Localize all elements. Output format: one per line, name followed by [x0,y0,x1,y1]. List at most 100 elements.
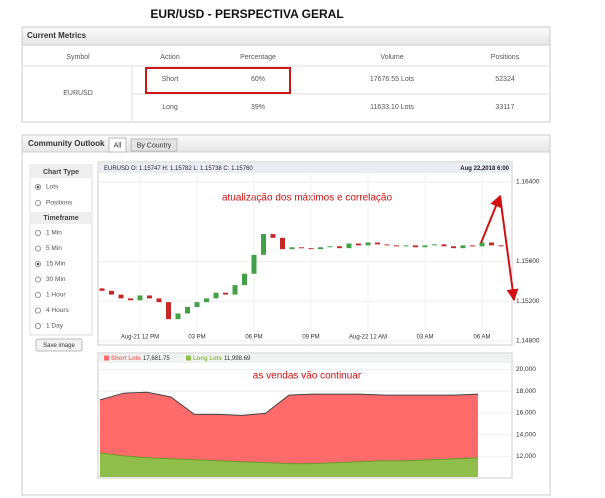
candle [137,295,143,301]
legend-swatch [104,355,109,361]
candle [251,254,257,274]
radio-label[interactable]: Lots [46,184,59,191]
area [100,392,478,477]
legend-label: Long Lots [193,356,223,362]
x-tick-label: 09 PM [302,335,319,341]
radio-dot [36,185,40,189]
column-header: Positions [491,54,520,61]
y-tick-label: 1.15200 [516,298,540,305]
radio-label[interactable]: 30 Min [46,276,66,283]
candle [99,288,105,291]
radio[interactable] [34,276,42,283]
radio[interactable] [34,199,42,207]
candle [441,244,447,247]
annotation: as vendas vão continuar [253,371,362,382]
candle [356,243,361,246]
candle [223,292,228,295]
candle [318,247,323,250]
candle [280,237,285,250]
tab[interactable] [130,138,178,152]
candle [365,242,371,246]
cell: 39% [251,104,265,111]
candle [451,246,456,249]
legend-value: 17,681.75 [143,356,170,362]
y-tick-label: 1.14800 [516,338,540,345]
y-tick-label: 20,000 [516,366,536,373]
y-tick-label: 1.15600 [516,258,540,265]
tab-label[interactable]: By Country [137,142,172,149]
area [100,453,478,477]
y-tick-label: 12,000 [516,453,536,460]
tab[interactable] [108,137,127,153]
cell: 60% [251,76,265,83]
radio-label[interactable]: 1 Day [46,323,64,330]
area-line [99,391,479,416]
column-header: Volume [380,54,403,61]
candle [185,306,190,314]
page-title: EUR/USD - PERSPECTIVA GERAL [150,7,343,21]
candle [375,242,380,245]
candle [232,285,238,295]
outlook-heading: Community Outlook [28,139,105,148]
column-header: Action [160,54,180,61]
price-header: EURUSD O: 1.15747 H: 1.15782 L: 1.15738 … [104,166,253,172]
radio[interactable] [34,322,42,330]
tab-label[interactable]: All [114,142,122,149]
annotation: atualização dos máximos e correlação [222,193,393,204]
cell: 17676.55 Lots [370,76,415,83]
save-button[interactable] [35,338,83,352]
lots-legend-bar [99,354,511,363]
cell: 33117 [496,104,515,111]
legend-swatch [186,355,191,361]
candle [337,246,342,249]
y-tick-label: 16,000 [516,410,536,417]
arrow [499,195,519,302]
sidebar-header [30,166,92,178]
radio[interactable] [34,245,42,252]
candle [479,242,485,247]
cell: 11633.10 Lots [370,104,414,111]
candle [346,243,352,249]
candle [432,244,437,246]
radio[interactable] [34,291,42,299]
radio[interactable] [34,307,42,314]
candle [403,245,409,247]
candle [109,290,114,295]
radio-label[interactable]: 1 Hour [46,292,66,299]
price-date: Aug 22,2018 6:00 [460,166,509,172]
y-tick-label: 1.16400 [516,179,540,186]
area-line [99,452,479,465]
column-header: Percentage [240,54,276,61]
x-tick-label: 06 PM [245,335,262,341]
candle [175,313,181,320]
radio-label[interactable]: 1 Min [46,230,62,237]
arrow [480,194,502,244]
candle [166,302,171,320]
price-chart-frame [97,161,513,346]
radio-label[interactable]: Positions [46,200,73,207]
x-tick-label: 03 AM [416,335,433,341]
candle [394,245,399,247]
highlight-box [145,67,291,94]
x-tick-label: 06 AM [473,335,490,341]
candle [261,234,266,255]
candle [460,245,466,249]
radio[interactable] [34,229,42,237]
column-header: Symbol [66,54,90,61]
save-button-label[interactable]: Save image [43,343,75,349]
x-tick-label: Aug-22 12 AM [349,335,387,341]
radio-label[interactable]: 5 Min [46,245,62,252]
legend-label: Short Lots [111,356,142,362]
radio-label[interactable]: 4 Hours [46,307,70,314]
cell: 52324 [495,76,515,83]
x-tick-label: Aug-21 12 PM [121,335,159,341]
timeframe-heading: Timeframe [43,215,78,222]
metrics-header [21,26,551,46]
metrics-heading: Current Metrics [27,31,87,40]
candle [270,234,276,238]
radio-dot [36,262,40,266]
radio-label[interactable]: 15 Min [46,261,66,268]
chart-type-heading: Chart Type [43,169,79,176]
